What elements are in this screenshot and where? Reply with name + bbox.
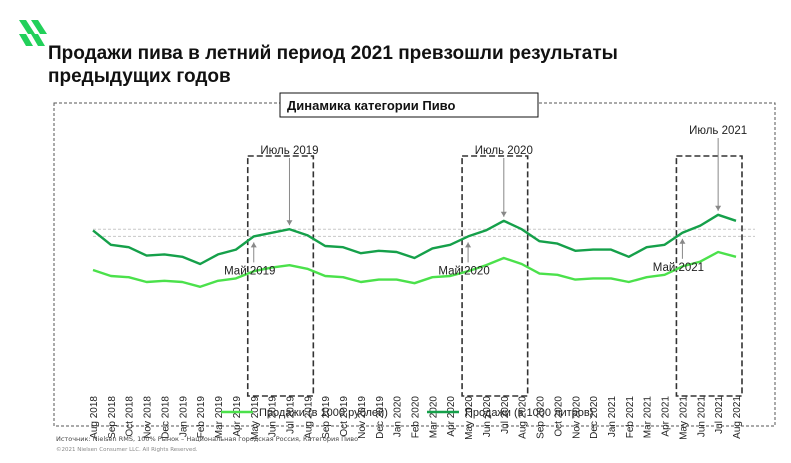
x-tick-label: Jan 2019 xyxy=(178,396,189,438)
x-tick-label: Apr 2019 xyxy=(232,396,243,437)
x-tick-label: Oct 2019 xyxy=(339,396,350,437)
x-tick-label: Apr 2021 xyxy=(661,396,672,437)
x-tick-label: Aug 2021 xyxy=(732,396,743,439)
x-tick-label: Feb 2021 xyxy=(625,396,636,439)
annotation-arrowhead xyxy=(465,242,472,248)
legend-label: Продажи (в 1000 литров) xyxy=(465,407,593,419)
series-line xyxy=(92,250,737,288)
summer-highlight-box xyxy=(675,155,743,397)
copyright-note: ©2021 Nielsen Consumer LLC. All Rights R… xyxy=(56,447,198,453)
x-tick-label: May 2021 xyxy=(678,396,689,440)
x-tick-label: Nov 2018 xyxy=(143,396,154,439)
x-tick-label: Feb 2020 xyxy=(411,396,422,439)
chart-title: Динамика категории Пиво xyxy=(287,98,456,113)
x-tick-label: Nov 2019 xyxy=(357,396,368,439)
x-tick-label: Nov 2020 xyxy=(571,396,582,439)
x-tick-label: Jan 2021 xyxy=(607,396,618,438)
x-tick-label: Aug 2019 xyxy=(303,396,314,439)
x-tick-label: Aug 2020 xyxy=(518,396,529,439)
x-tick-label: Jan 2020 xyxy=(393,396,404,438)
x-tick-label: Dec 2020 xyxy=(589,396,600,439)
x-tick-label: May 2020 xyxy=(464,396,475,440)
x-tick-label: Jun 2021 xyxy=(696,396,707,438)
x-tick-label: Jun 2020 xyxy=(482,396,493,438)
x-tick-label: Jul 2020 xyxy=(500,396,511,434)
x-tick-label: May 2019 xyxy=(250,396,261,440)
annotation-label: Май 2020 xyxy=(438,265,489,277)
annotation-arrowhead xyxy=(286,220,293,226)
annotation-arrowhead xyxy=(250,242,257,248)
x-tick-label: Sep 2020 xyxy=(536,396,547,439)
x-tick-label: Sep 2018 xyxy=(107,396,118,439)
page-title: Продажи пива в летний период 2021 превзо… xyxy=(48,43,618,87)
annotation-label: Июль 2019 xyxy=(260,145,318,157)
annotation-arrowhead xyxy=(715,205,722,211)
x-tick-label: Jul 2019 xyxy=(285,396,296,434)
x-tick-label: Mar 2021 xyxy=(643,396,654,439)
x-tick-label: Mar 2019 xyxy=(214,396,225,439)
x-tick-label: Apr 2020 xyxy=(446,396,457,437)
x-tick-label: Sep 2019 xyxy=(321,396,332,439)
x-tick-label: Jun 2019 xyxy=(268,396,279,438)
x-tick-label: Oct 2018 xyxy=(125,396,136,437)
summer-highlight-box xyxy=(461,155,529,397)
x-tick-label: Oct 2020 xyxy=(553,396,564,437)
annotation-label: Май 2021 xyxy=(653,262,704,274)
annotation-arrowhead xyxy=(500,211,507,217)
annotation-label: Июль 2021 xyxy=(689,125,747,137)
annotation-label: Май 2019 xyxy=(224,265,275,277)
x-tick-label: Dec 2019 xyxy=(375,396,386,439)
series-line xyxy=(92,213,737,266)
summer-highlight-box xyxy=(246,155,315,397)
x-tick-label: Mar 2020 xyxy=(428,396,439,439)
annotation-arrowhead xyxy=(679,238,686,244)
logo-icon xyxy=(19,20,47,46)
source-note: Источник: Nielsen RMS, 100% Рынок – Наци… xyxy=(56,435,359,443)
x-tick-label: Feb 2019 xyxy=(196,396,207,439)
legend-label: Продажи (в 1000 рублей) xyxy=(259,407,388,419)
x-tick-label: Aug 2018 xyxy=(89,396,100,439)
chart-title-box xyxy=(279,92,539,118)
annotation-label: Июль 2020 xyxy=(475,145,533,157)
x-tick-label: Jul 2021 xyxy=(714,396,725,434)
x-tick-label: Dec 2018 xyxy=(160,396,171,439)
